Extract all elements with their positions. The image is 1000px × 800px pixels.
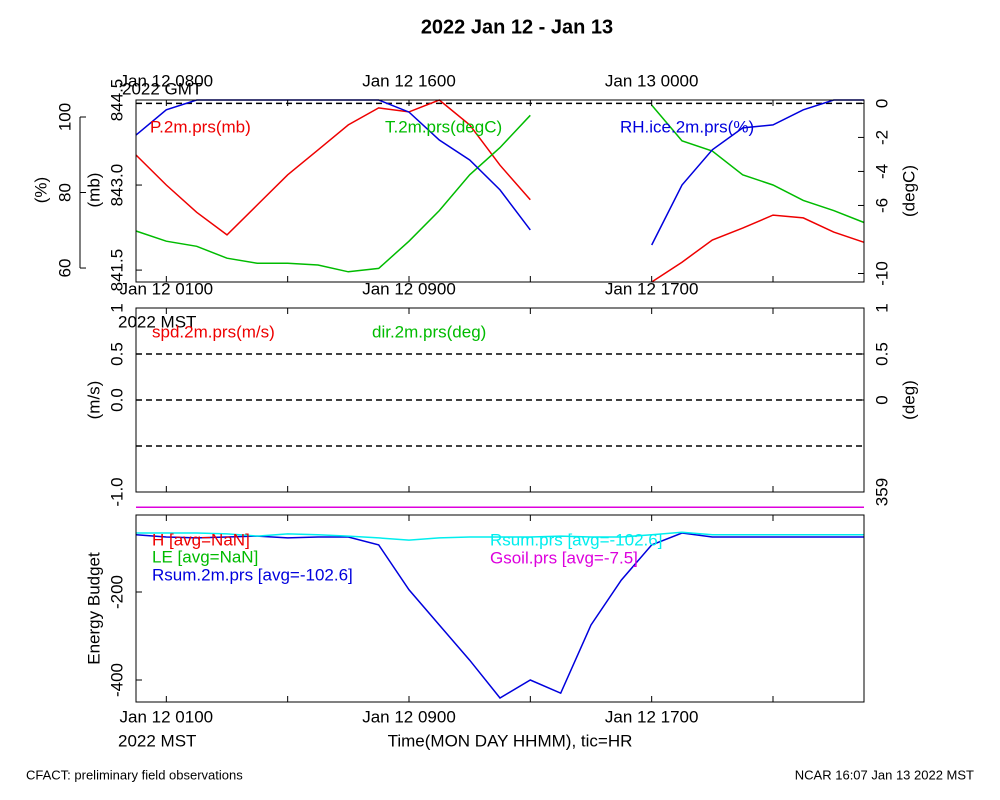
x-tick-label: Jan 12 1700 [605,707,699,726]
x-tick-label: Jan 12 0800 [120,71,214,90]
plot-frame [135,514,865,703]
y-tick-label: 60 [55,259,74,278]
data-line [135,99,531,236]
footer-right: NCAR 16:07 Jan 13 2022 MST [795,767,974,782]
legend-entry: Rsum.prs [avg=-102.6] [490,530,662,549]
legend-entry: H [avg=NaN] [152,530,250,549]
x-tick-label: Jan 12 1700 [605,279,699,298]
y2-tick-label: -2 [872,130,891,145]
y2-axis-title: (deg) [899,380,918,420]
legend-entry: Rsum.2m.prs [avg=-102.6] [152,565,353,584]
x-unit-label: 2022 MST [118,731,196,750]
data-line [651,214,865,283]
y-tick-label: 80 [55,183,74,202]
data-line [136,531,864,541]
legend-entry: dir.2m.prs(deg) [372,322,486,341]
x-tick-label: Jan 12 1600 [362,71,456,90]
y2-tick-label: 359 [872,478,891,506]
legend-entry: LE [avg=NaN] [152,547,258,566]
y-tick-label: 841.5 [107,249,126,292]
x-axis-title: Time(MON DAY HHMM), tic=HR [388,731,633,750]
x-unit-label: 2022 GMT [122,79,202,98]
y-axis-title: (mb) [84,173,103,208]
data-line [651,99,864,246]
y2-tick-label: 0 [872,395,891,404]
y-axis-title: Energy Budget [84,552,103,665]
y2-tick-label: 0.5 [872,342,891,366]
footer-left: CFACT: preliminary field observations [26,767,243,782]
plot-frame [135,99,865,283]
legend-entry: spd.2m.prs(m/s) [152,322,275,341]
y2-tick-label: -4 [872,164,891,179]
y-tick-label: 100 [55,103,74,131]
y-tick-label: 844.5 [107,79,126,122]
x-tick-label: Jan 13 0000 [605,71,699,90]
x-tick-label: Jan 12 0100 [120,707,214,726]
y-axis-title: (m/s) [84,381,103,420]
data-line [651,104,865,224]
y2-tick-label: 0 [872,99,891,108]
y-tick-label: 843.0 [107,164,126,207]
y2-tick-label: 1 [872,303,891,312]
y2-tick-label: -10 [872,261,891,286]
x-tick-label: Jan 12 0100 [120,279,214,298]
y-tick-label: -200 [107,575,126,609]
y-axis-title: (%) [31,177,50,203]
y-tick-label: -1.0 [107,477,126,506]
y2-tick-label: -6 [872,198,891,213]
y-tick-label: 1 [107,303,126,312]
x-tick-label: Jan 12 0900 [362,279,456,298]
legend-entry: T.2m.prs(degC) [385,117,502,136]
y-tick-label: 0.5 [107,342,126,366]
y2-axis-title: (degC) [899,165,918,217]
y-tick-label: 0.0 [107,388,126,412]
y-tick-label: -400 [107,663,126,697]
legend-entry: RH.ice.2m.prs(%) [620,117,754,136]
x-tick-label: Jan 12 0900 [362,707,456,726]
x-unit-label: 2022 MST [118,312,196,331]
data-line [135,114,531,273]
legend-entry: P.2m.prs(mb) [150,117,251,136]
chart-title: 2022 Jan 12 - Jan 13 [421,16,613,38]
legend-entry: Gsoil.prs [avg=-7.5] [490,548,638,567]
